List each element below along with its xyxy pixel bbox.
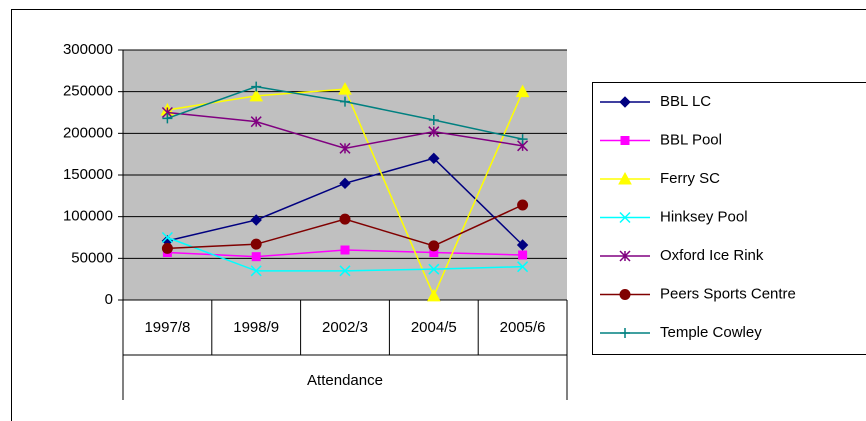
- marker: [428, 152, 440, 165]
- marker: [162, 113, 173, 124]
- marker: [250, 238, 262, 250]
- marker: [428, 115, 439, 125]
- marker: [161, 231, 173, 244]
- legend-entry: Hinksey Pool: [600, 208, 748, 225]
- marker: [517, 261, 529, 273]
- y-tick-label: 300000: [63, 41, 113, 58]
- x-tick-label: 2004/5: [411, 319, 457, 336]
- legend-label: BBL Pool: [660, 131, 722, 148]
- marker: [340, 96, 350, 107]
- legend-entry: Oxford Ice Rink: [600, 247, 764, 264]
- legend-entry: BBL Pool: [600, 131, 722, 148]
- marker: [426, 288, 441, 302]
- marker: [251, 252, 261, 262]
- y-tick-label: 100000: [63, 208, 113, 225]
- series: [161, 106, 529, 154]
- marker: [338, 82, 352, 95]
- marker: [339, 265, 351, 277]
- legend-label: Oxford Ice Rink: [660, 247, 764, 264]
- y-tick-label: 50000: [71, 249, 113, 266]
- marker: [161, 242, 173, 254]
- legend-label: Temple Cowley: [660, 324, 762, 341]
- y-tick-label: 0: [105, 291, 113, 308]
- marker: [428, 240, 440, 252]
- marker: [517, 199, 529, 211]
- y-tick-label: 150000: [63, 166, 113, 183]
- y-tick-label: 250000: [63, 83, 113, 100]
- series: [161, 231, 529, 277]
- legend-marker: [619, 96, 631, 108]
- x-tick-label: 1997/8: [144, 319, 190, 336]
- legend-entry: BBL LC: [600, 93, 711, 110]
- legend-marker: [620, 328, 630, 338]
- marker: [249, 88, 264, 102]
- legend-entry: Temple Cowley: [600, 324, 762, 341]
- series: [162, 81, 528, 145]
- marker: [339, 177, 351, 190]
- legend-label: Ferry SC: [660, 170, 720, 187]
- x-axis-title: Attendance: [307, 372, 383, 389]
- legend-label: Peers Sports Centre: [660, 285, 796, 302]
- x-tick-label: 2005/6: [500, 319, 546, 336]
- marker: [339, 213, 351, 225]
- legend-entry: Ferry SC: [600, 170, 720, 187]
- marker: [516, 239, 529, 251]
- legend-marker: [619, 250, 631, 262]
- y-tick-label: 200000: [63, 124, 113, 141]
- marker: [517, 134, 528, 145]
- legend-marker: [620, 136, 630, 145]
- legend-marker: [619, 211, 631, 224]
- series: [160, 82, 530, 302]
- x-tick-label: 1998/9: [233, 319, 279, 336]
- legend-box: [592, 82, 866, 355]
- marker: [515, 84, 530, 98]
- legend-marker: [618, 171, 632, 185]
- marker: [518, 250, 528, 260]
- marker: [250, 116, 262, 128]
- marker: [250, 214, 262, 226]
- legend-label: Hinksey Pool: [660, 208, 748, 225]
- legend-entry: Peers Sports Centre: [600, 285, 796, 302]
- marker: [428, 263, 440, 275]
- marker: [340, 245, 350, 255]
- marker: [250, 265, 262, 277]
- series: [161, 152, 529, 251]
- marker: [251, 81, 262, 92]
- x-tick-label: 2002/3: [322, 319, 368, 336]
- series: [161, 199, 529, 254]
- marker: [339, 142, 351, 154]
- legend-label: BBL LC: [660, 93, 711, 110]
- marker: [428, 126, 440, 138]
- legend-marker: [619, 289, 631, 300]
